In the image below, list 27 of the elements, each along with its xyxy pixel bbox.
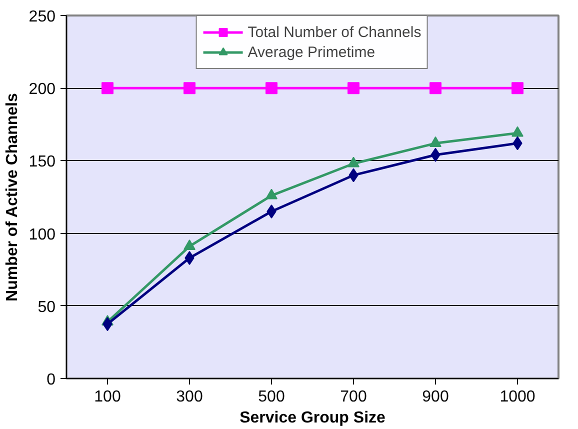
point (430, 82, 442, 94)
point (348, 82, 360, 94)
legend-label: Total Number of Channels (248, 24, 422, 40)
point (102, 82, 114, 94)
y-tick-label: 100 (28, 226, 56, 244)
point (348, 156, 360, 168)
point (512, 126, 524, 137)
x-tick-label: 300 (176, 388, 203, 406)
legend-label: Average Primetime (248, 44, 376, 60)
point (512, 82, 524, 94)
y-tick-label: 200 (28, 81, 56, 98)
x-tick-label: 1000 (500, 388, 536, 406)
x-tick-label: 700 (340, 388, 367, 406)
x-tick-label: 500 (258, 388, 285, 406)
point (184, 82, 196, 94)
x-axis-title: Service Group Size (240, 410, 386, 426)
point (266, 82, 278, 94)
y-tick-label: 0 (46, 372, 56, 388)
point (266, 188, 278, 200)
x-tick-label: 100 (94, 388, 121, 406)
x-tick-label: 900 (422, 388, 449, 406)
point (184, 240, 196, 250)
y-tick-label: 150 (28, 154, 56, 171)
y-tick-label: 50 (38, 298, 56, 316)
point (430, 136, 442, 147)
y-tick-label: 250 (28, 8, 56, 26)
y-axis-title: Number of Active Channels (4, 93, 21, 302)
